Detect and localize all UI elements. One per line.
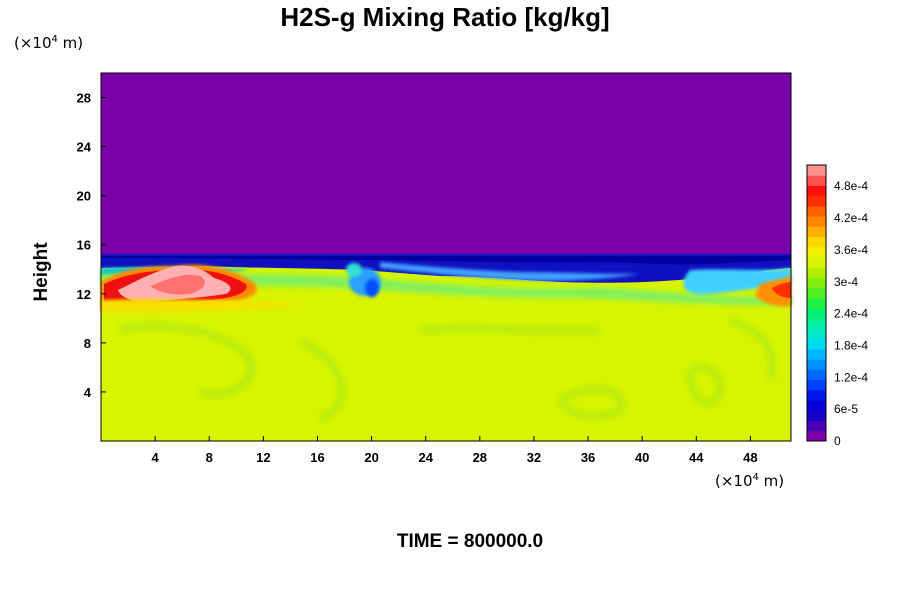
colorbar-segment [807,410,826,422]
x-tick-label: 8 [206,450,213,465]
y-tick-label: 28 [77,91,91,106]
x-tick-label: 48 [743,450,757,465]
colorbar-segment [807,246,826,258]
x-axis: 4 8 12 16 20 24 28 32 36 40 44 48 [152,436,758,465]
lower-region-swirls [119,316,777,424]
colorbar-segment [807,165,826,176]
x-axis-unit: (×104 m) [715,472,785,490]
transition-streak-lightblue [380,262,640,281]
colorbar-tick-label: 1.8e-4 [834,338,868,352]
colorbar-segment [807,257,826,268]
colorbar-segment [807,379,826,391]
colorbar-segment [807,389,826,401]
y-tick-label: 16 [77,238,91,253]
y-tick-label: 24 [77,140,92,155]
time-label: TIME = 800000.0 [396,531,544,552]
x-tick-label: 20 [364,450,378,465]
plot-border [100,72,792,442]
colorbar-tick-label: 6e-5 [834,402,858,416]
colorbar-segment [807,359,826,370]
colorbar-tick-label: 4.2e-4 [834,211,868,225]
y-tick-label: 20 [77,189,91,204]
transition-streak-cyan [683,268,791,296]
colorbar-segment [807,287,826,299]
contour-plot-area [100,72,792,442]
transition-band-darkblue [101,256,791,265]
x-tick-label: 28 [473,450,487,465]
y-tick-label: 4 [84,385,92,400]
colorbar-segment [807,338,826,350]
plume-yellow-streak [101,299,300,312]
transition-turbulence-green [101,274,791,305]
colorbar-segment [807,430,826,442]
colorbar-segment [807,277,826,289]
colorbar-tick-label: 2.4e-4 [834,307,868,321]
upper-region-fill [101,73,791,255]
colorbar-segment [807,369,826,381]
colorbar-tick-label: 1.2e-4 [834,370,868,384]
x-tick-label: 24 [418,450,433,465]
y-axis: 4 8 12 16 20 24 28 [77,91,106,400]
colorbar-border [806,164,827,442]
x-tick-label: 12 [256,450,270,465]
colorbar-tick-label: 3e-4 [834,275,858,289]
chart-title: H2S-g Mixing Ratio [kg/kg] [280,2,610,32]
y-tick-label: 8 [84,336,91,351]
colorbar-segment [807,195,826,207]
y-tick-label: 12 [77,287,91,302]
x-tick-label: 32 [527,450,541,465]
x-tick-label: 36 [581,450,595,465]
colorbar-segment [807,318,826,330]
colorbar-segment [807,226,826,238]
colorbar-tick-label: 0 [834,434,841,448]
colorbar-segment [807,308,826,319]
right-plume-orange [755,276,791,307]
colorbar-segment [807,400,826,411]
x-tick-label: 40 [635,450,649,465]
colorbar: 0 6e-5 1.2e-4 1.8e-4 2.4e-4 3e-4 3.6e-4 4.2e-4 4… [806,164,868,448]
colorbar-segment [807,175,826,186]
plume-streak [150,274,205,295]
colorbar-segment [807,185,826,197]
colorbar-segment [807,420,826,432]
eddy-cyan [346,263,362,277]
colorbar-segment [807,297,826,309]
eddy-core [365,279,379,297]
colorbar-segment [807,267,826,278]
colorbar-segment [807,328,826,340]
colorbar-tick-label: 3.6e-4 [834,243,868,257]
right-plume-red [772,282,791,298]
colorbar-segment [807,216,826,227]
colorbar-segment [807,205,826,217]
colorbar-segment [807,349,826,360]
x-tick-label: 16 [310,450,324,465]
y-axis-unit: (×104 m) [14,34,84,52]
colorbar-segment [807,236,826,248]
colorbar-tick-label: 4.8e-4 [834,179,868,193]
x-tick-label: 44 [689,450,704,465]
x-tick-label: 4 [152,450,160,465]
